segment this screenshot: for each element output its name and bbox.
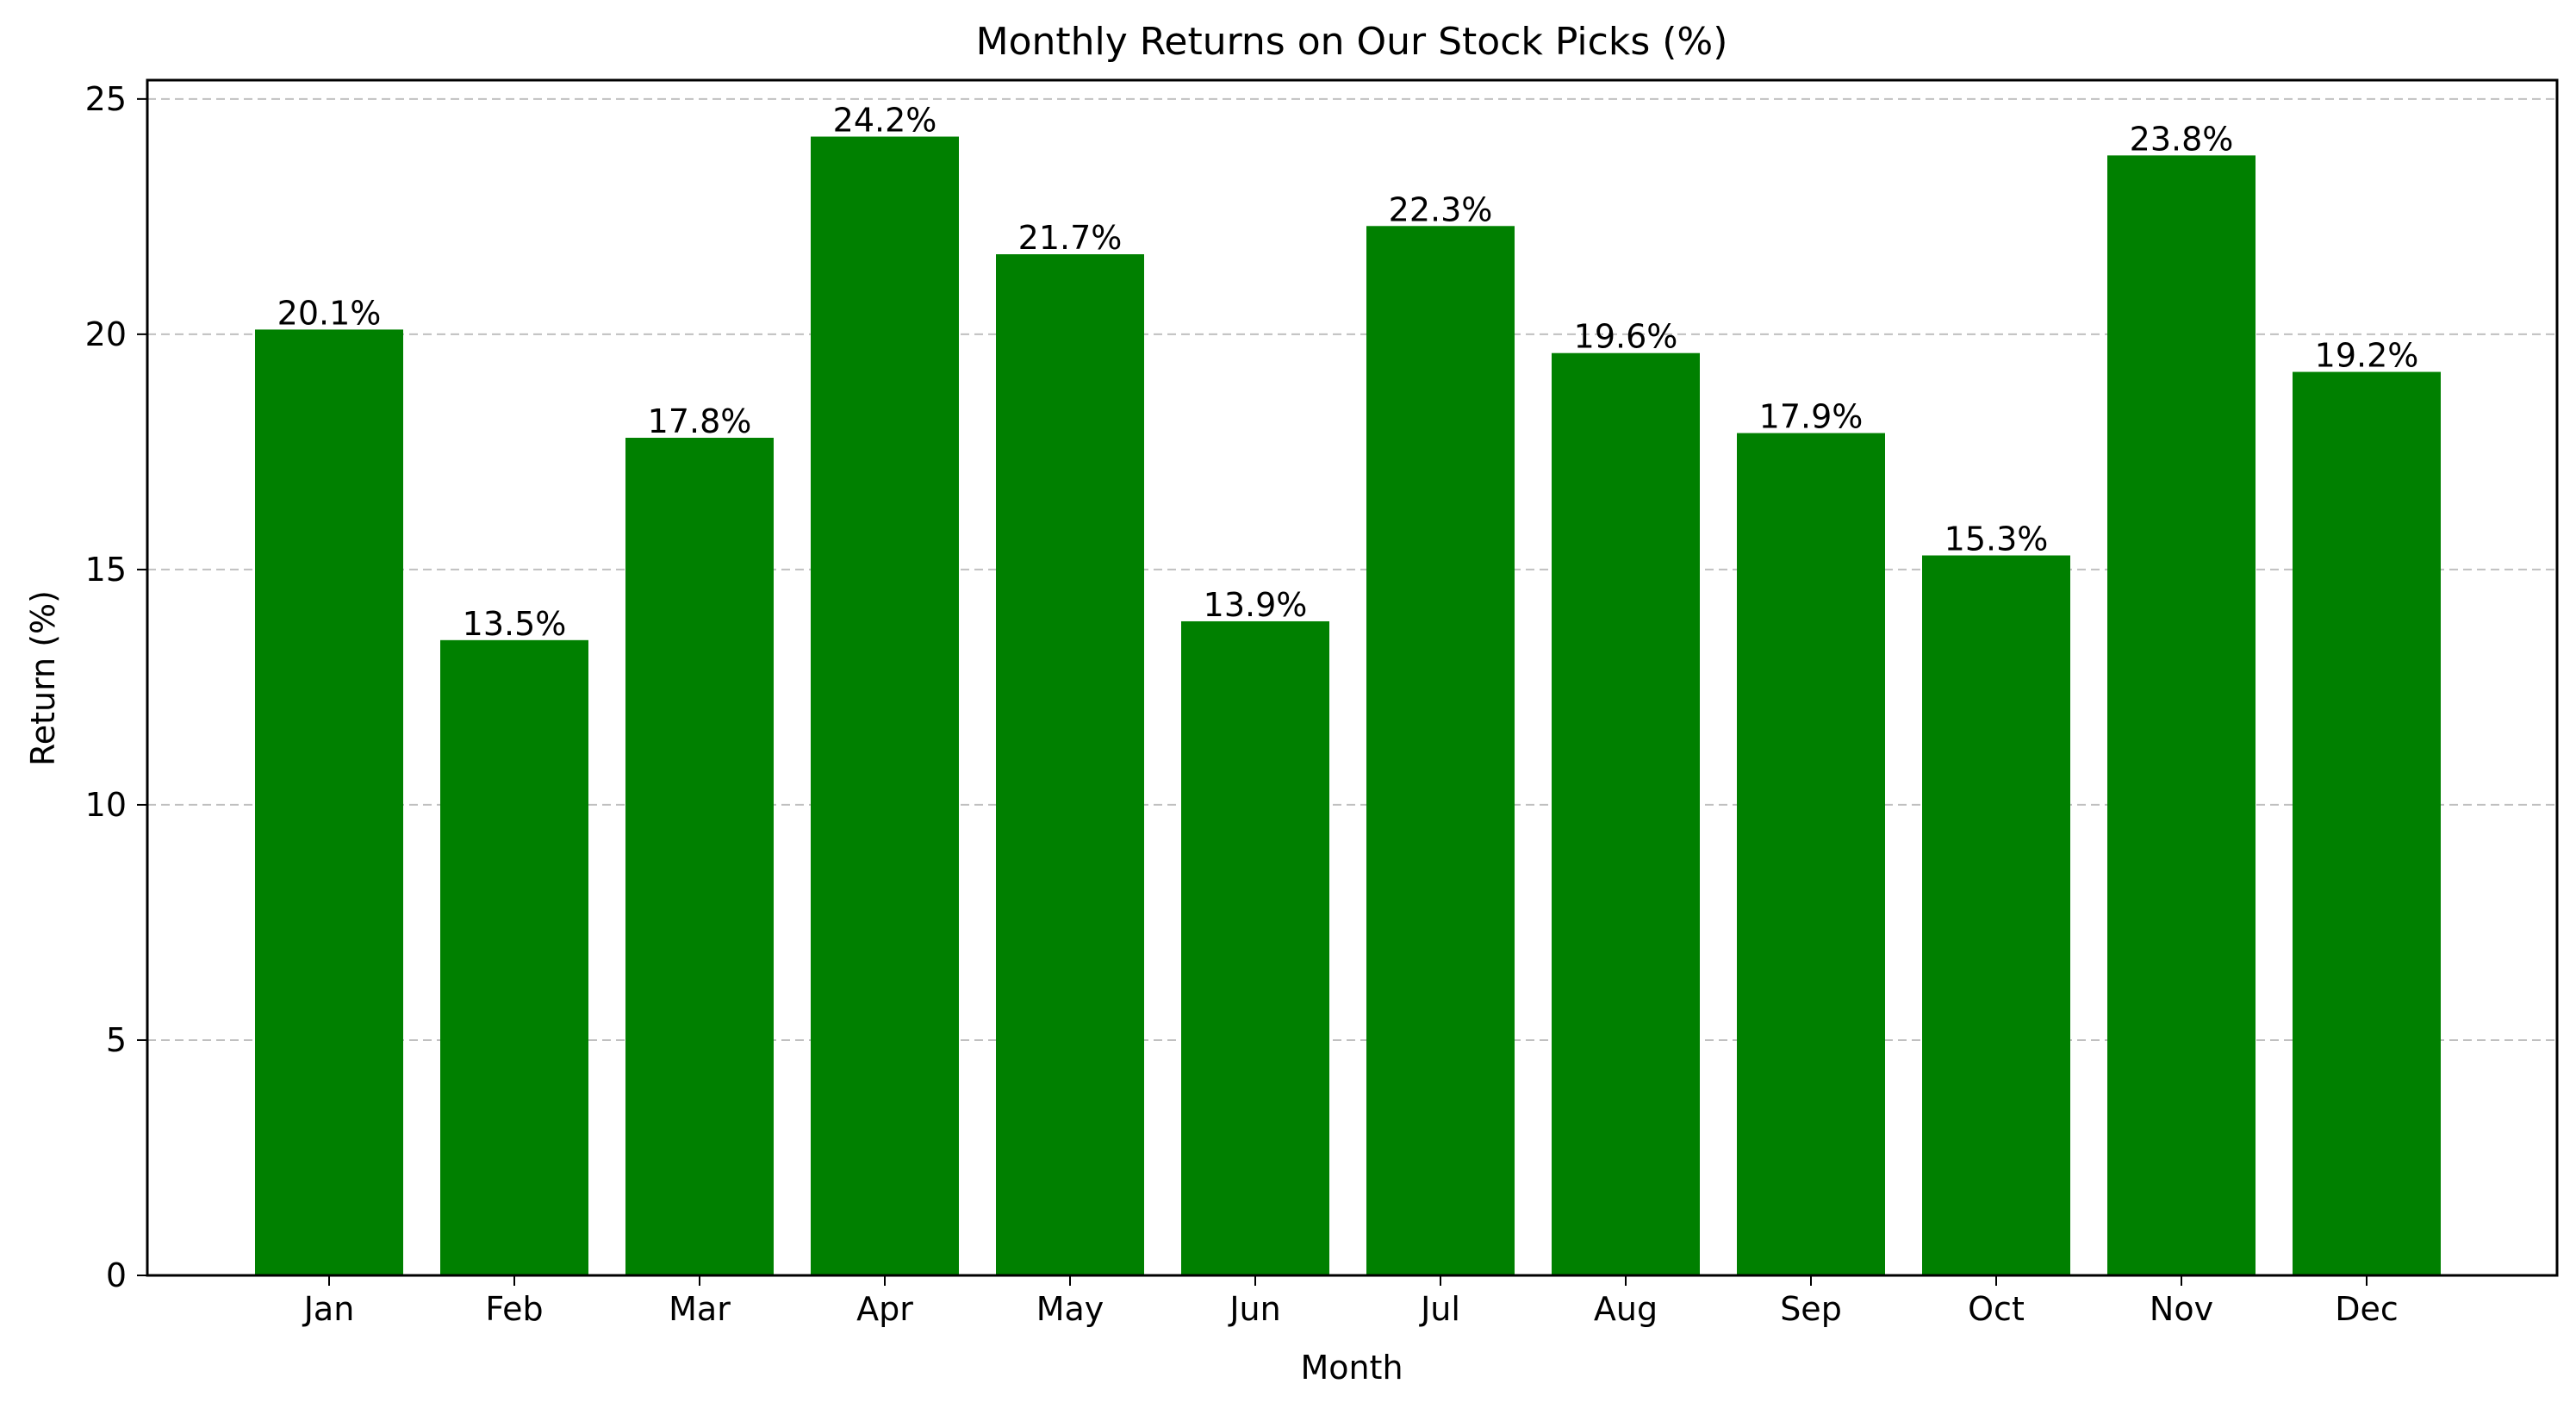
x-tick-label: Jun bbox=[1228, 1290, 1280, 1328]
x-tick-label: Jan bbox=[302, 1290, 355, 1328]
data-label: 21.7% bbox=[1018, 219, 1123, 257]
plot-frame bbox=[146, 78, 2559, 1277]
bar bbox=[2293, 371, 2441, 1275]
y-tick-label: 25 bbox=[85, 80, 127, 118]
data-label: 13.5% bbox=[463, 605, 567, 643]
bar bbox=[1366, 226, 1515, 1275]
bar bbox=[996, 254, 1144, 1275]
data-label: 22.3% bbox=[1389, 190, 1493, 228]
x-tick-label: May bbox=[1036, 1290, 1104, 1328]
x-tick-label: Oct bbox=[1968, 1290, 2025, 1328]
data-label: 24.2% bbox=[833, 102, 937, 140]
data-label: 23.8% bbox=[2130, 120, 2234, 158]
bar bbox=[1922, 555, 2070, 1275]
data-labels: 20.1% 13.5% 17.8% 24.2% 21.7% 13.9% 22.3% 19.6%… bbox=[277, 102, 2419, 643]
x-axis-ticks: Jan Feb Mar Apr May Jun Jul Aug Sep Oct Nov Dec bbox=[302, 1275, 2399, 1328]
bar bbox=[1737, 433, 1885, 1275]
bar bbox=[1181, 620, 1329, 1275]
y-axis-ticks: 0 5 10 15 20 25 bbox=[85, 80, 147, 1294]
y-tick-label: 20 bbox=[85, 315, 127, 353]
data-label: 19.6% bbox=[1574, 318, 1678, 356]
data-label: 13.9% bbox=[1204, 586, 1308, 624]
x-tick-label: Aug bbox=[1594, 1290, 1658, 1328]
data-label: 20.1% bbox=[277, 294, 382, 332]
bar bbox=[440, 639, 588, 1275]
x-axis-label: Month bbox=[1300, 1349, 1403, 1387]
data-label: 19.2% bbox=[2315, 337, 2419, 375]
data-label: 17.8% bbox=[648, 402, 752, 440]
x-tick-label: Feb bbox=[485, 1290, 543, 1328]
bar bbox=[2107, 155, 2256, 1275]
x-tick-label: Nov bbox=[2150, 1290, 2213, 1328]
chart-title: Monthly Returns on Our Stock Picks (%) bbox=[976, 20, 1728, 64]
data-label: 17.9% bbox=[1759, 398, 1864, 436]
y-tick-label: 15 bbox=[85, 551, 127, 589]
x-tick-label: Apr bbox=[856, 1290, 913, 1328]
bar bbox=[255, 329, 403, 1276]
y-tick-label: 0 bbox=[106, 1256, 127, 1294]
y-tick-label: 5 bbox=[106, 1021, 127, 1059]
y-tick-label: 10 bbox=[85, 786, 127, 824]
y-axis-label: Return (%) bbox=[24, 590, 62, 766]
x-tick-label: Sep bbox=[1780, 1290, 1842, 1328]
bar bbox=[811, 136, 959, 1275]
bar bbox=[625, 438, 774, 1275]
x-tick-label: Dec bbox=[2335, 1290, 2399, 1328]
x-tick-label: Jul bbox=[1419, 1290, 1460, 1328]
x-tick-label: Mar bbox=[669, 1290, 731, 1328]
bar bbox=[1552, 352, 1700, 1275]
bars bbox=[255, 136, 2441, 1276]
data-label: 15.3% bbox=[1944, 520, 2049, 558]
